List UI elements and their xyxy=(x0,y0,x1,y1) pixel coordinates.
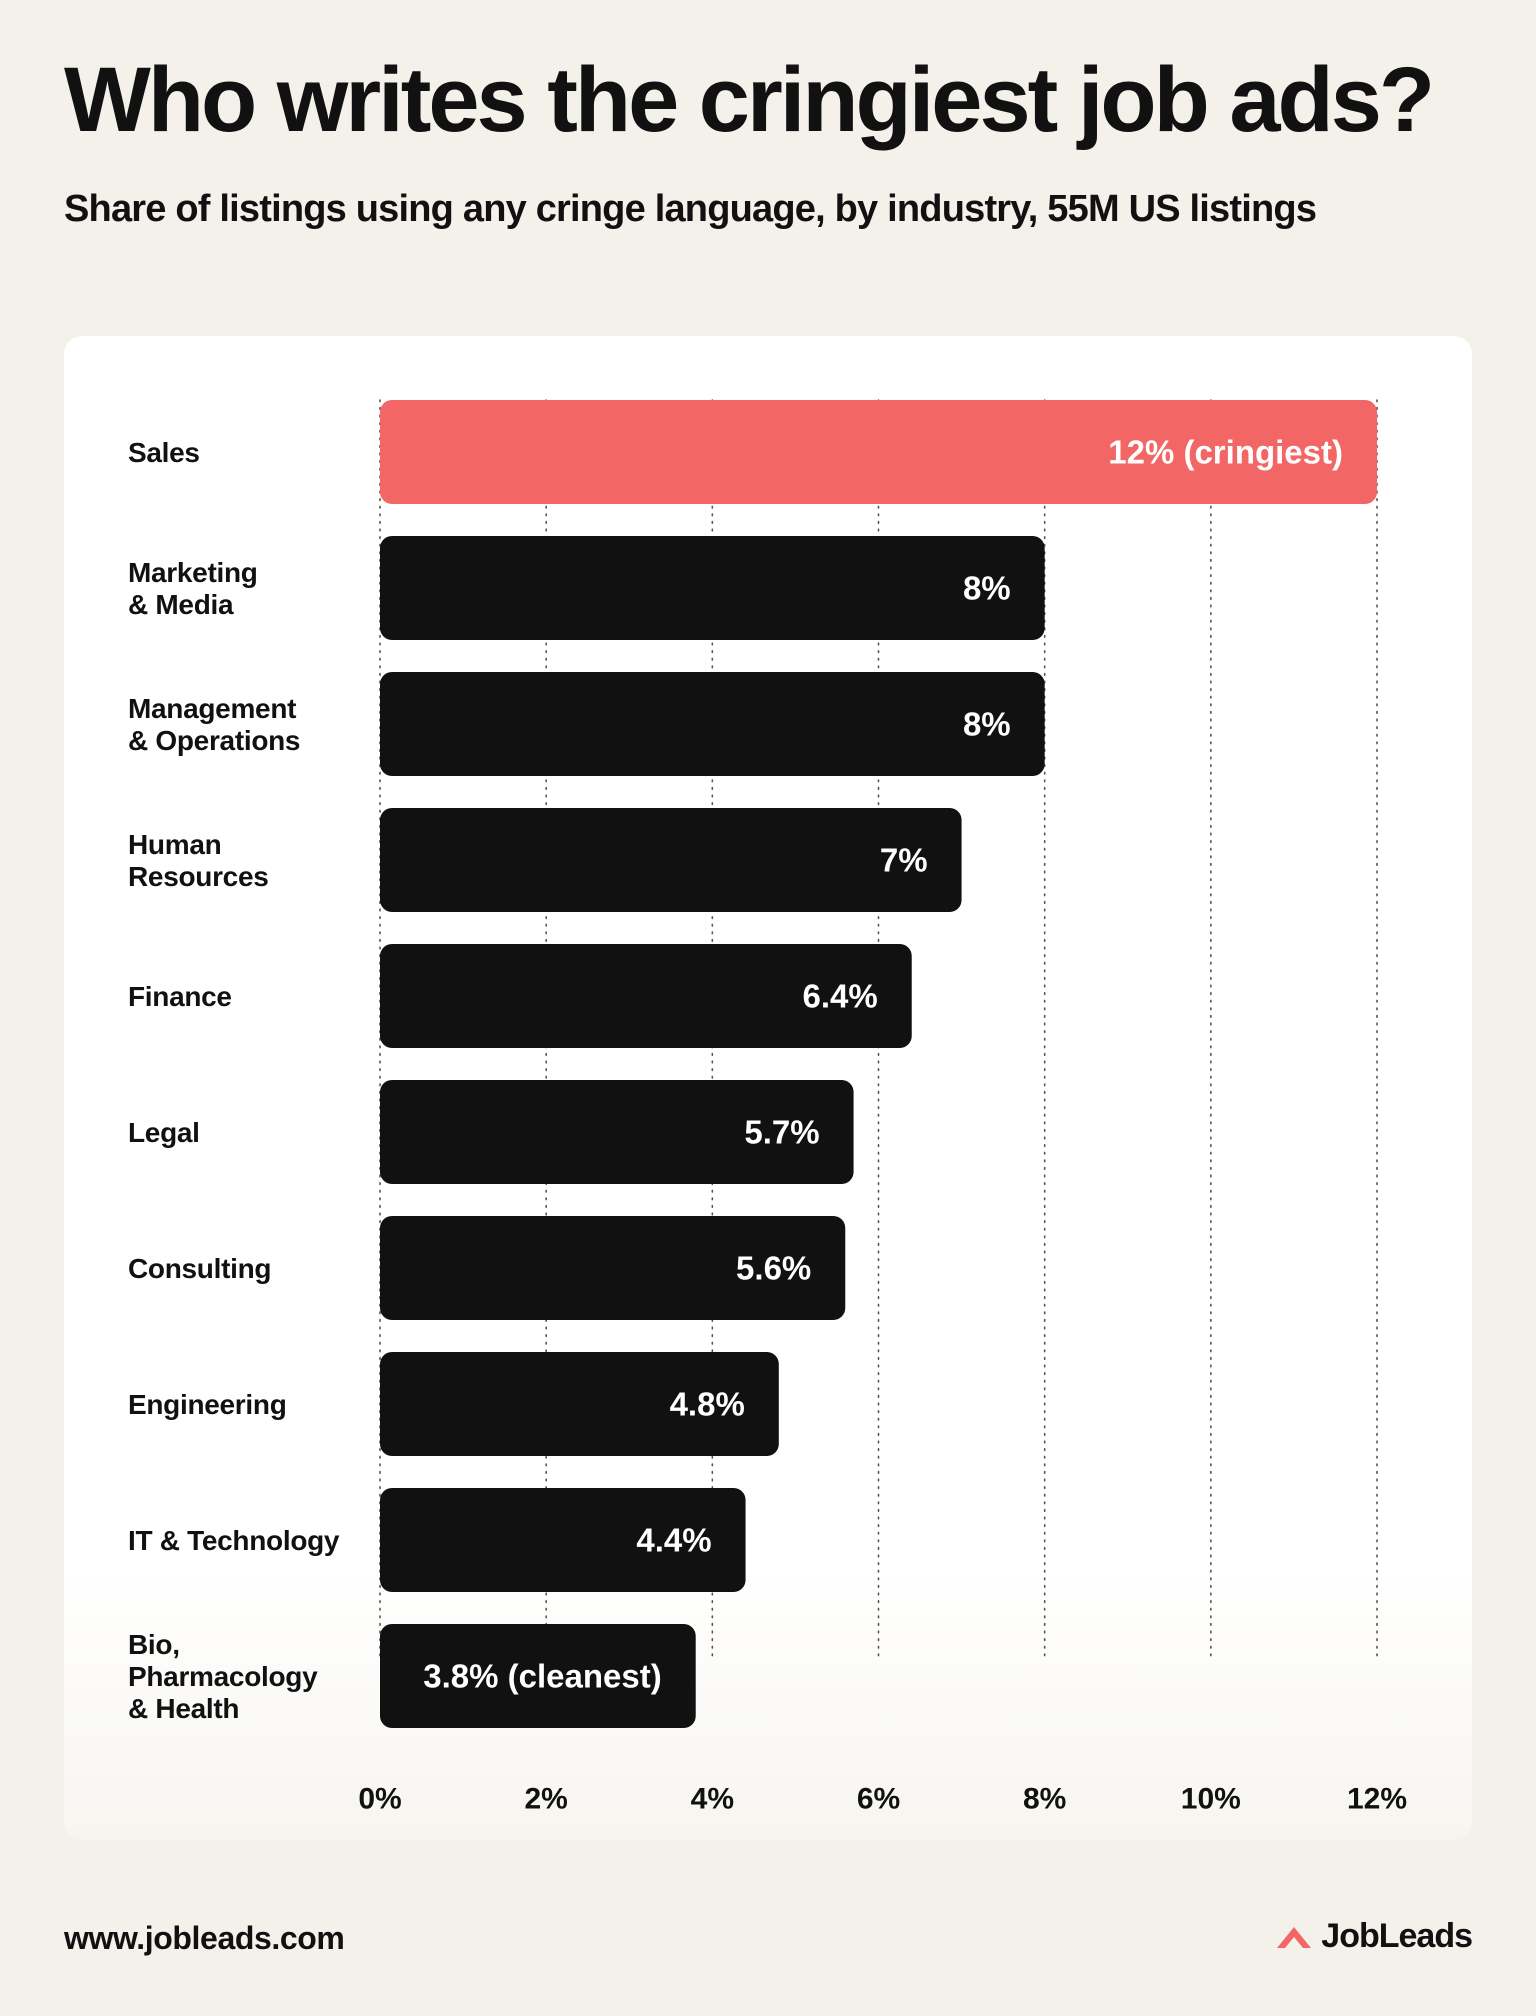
category-label-2: Management & Operations xyxy=(128,693,300,756)
data-label-4: 6.4% xyxy=(803,978,878,1015)
x-tick-label-4: 8% xyxy=(1023,1783,1066,1816)
x-tick-label-3: 6% xyxy=(857,1783,900,1816)
data-label-9: 3.8% (cleanest) xyxy=(423,1658,661,1695)
category-label-1: Marketing & Media xyxy=(128,557,258,620)
data-label-6: 5.6% xyxy=(736,1250,811,1287)
data-label-7: 4.8% xyxy=(670,1386,745,1423)
data-label-2: 8% xyxy=(963,706,1011,743)
x-tick-label-6: 12% xyxy=(1347,1783,1407,1816)
category-label-4: Finance xyxy=(128,981,232,1012)
bar-4 xyxy=(380,944,912,1048)
x-tick-label-2: 4% xyxy=(691,1783,734,1816)
bar-5 xyxy=(380,1080,854,1184)
bar-8 xyxy=(380,1488,746,1592)
bar-0 xyxy=(380,400,1377,504)
category-label-5: Legal xyxy=(128,1117,200,1148)
category-label-8: IT & Technology xyxy=(128,1525,340,1556)
x-tick-label-5: 10% xyxy=(1181,1783,1241,1816)
chart-card: Sales 12% (cringiest) Marketing & Media 8% Ma… xyxy=(64,336,1472,1840)
bar-7 xyxy=(380,1352,779,1456)
category-label-9: Bio, Pharmacology & Health xyxy=(128,1629,318,1724)
data-label-1: 8% xyxy=(963,570,1011,607)
category-label-3: Human Resources xyxy=(128,829,269,892)
data-label-5: 5.7% xyxy=(744,1114,819,1151)
data-label-3: 7% xyxy=(880,842,928,879)
bar-9 xyxy=(380,1624,696,1728)
category-label-7: Engineering xyxy=(128,1389,287,1420)
data-label-0: 12% (cringiest) xyxy=(1108,434,1343,471)
footer-website-link[interactable]: www.jobleads.com xyxy=(64,1920,345,1956)
bar-2 xyxy=(380,672,1045,776)
category-label-6: Consulting xyxy=(128,1253,271,1284)
bar-chart: Sales 12% (cringiest) Marketing & Media 8% Ma… xyxy=(128,399,1407,1816)
chart-title: Who writes the cringiest job ads? xyxy=(64,49,1435,151)
brand-logo: JobLeads xyxy=(1275,1914,1473,1958)
data-label-8: 4.4% xyxy=(636,1522,711,1559)
bar-1 xyxy=(380,536,1045,640)
x-tick-label-1: 2% xyxy=(524,1783,567,1816)
x-tick-label-0: 0% xyxy=(358,1783,401,1816)
category-label-0: Sales xyxy=(128,437,200,468)
brand-name: JobLeads xyxy=(1321,1917,1473,1955)
bar-6 xyxy=(380,1216,846,1320)
jobleads-logo-icon xyxy=(1277,1927,1312,1948)
bar-3 xyxy=(380,808,962,912)
chart-subtitle: Share of listings using any cringe langu… xyxy=(64,188,1317,230)
